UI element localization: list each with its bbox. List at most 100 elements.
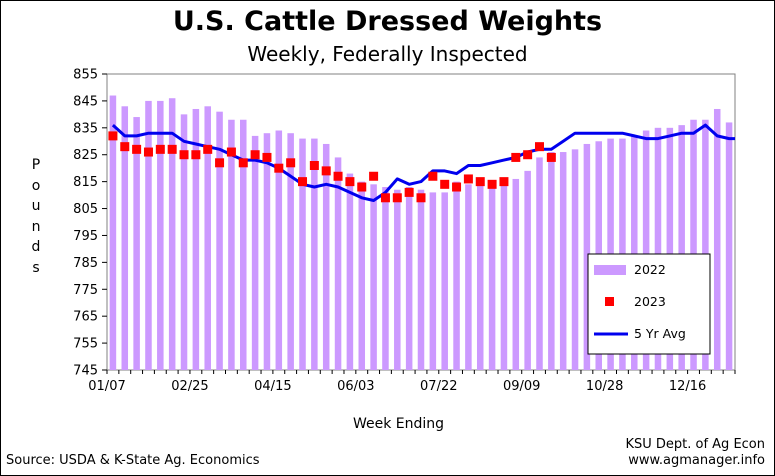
marker-2023 [262,152,272,162]
bar-2022 [382,187,389,370]
bar-2022 [192,108,200,370]
x-tick-label: 01/07 [88,379,125,394]
line-5yr-avg [111,123,735,202]
bar-2022 [405,187,413,370]
bar-2022 [275,130,283,370]
bar-2022 [240,119,247,370]
y-tick-label: 845 [73,94,98,109]
y-tick-label: 825 [73,148,98,163]
marker-2023 [452,182,462,192]
marker-2023 [369,171,379,181]
x-tick-label: 12/16 [669,379,706,394]
marker-2023 [215,158,225,168]
bar-2022 [690,119,697,370]
marker-2023 [534,142,544,152]
bar-2022 [370,184,377,370]
source-note: Source: USDA & K-State Ag. Economics [6,453,260,468]
x-tick-label: 09/09 [503,379,540,394]
bar-2022 [571,149,579,370]
bar-2022 [678,125,685,370]
bar-2022 [311,138,318,370]
bar-2022 [559,152,567,370]
bar-2022 [394,189,401,370]
bar-2022 [121,106,129,370]
y-axis-label-letter: P [31,157,41,173]
marker-2023 [132,144,142,154]
bar-2022 [216,111,223,370]
bar-2022 [666,127,674,370]
bar-2022 [536,157,543,370]
y-axis-label-letter: o [31,177,41,194]
bar-2022 [441,192,448,370]
legend-swatch-2023 [605,297,614,306]
y-tick-label: 855 [73,68,98,83]
y-tick-label: 755 [73,337,98,352]
chart-subtitle: Weekly, Federally Inspected [247,42,528,66]
bar-2022 [429,192,437,370]
bar-2022 [548,152,555,370]
x-tick-label: 02/25 [171,379,208,394]
bar-2022 [204,106,211,370]
marker-2023 [333,171,343,181]
marker-2023 [487,179,497,189]
marker-2023 [428,171,438,181]
x-tick-label: 04/15 [254,379,291,394]
y-tick-label: 785 [73,256,98,271]
marker-2023 [440,179,450,189]
marker-2023 [226,147,236,157]
marker-2023 [143,147,153,157]
bar-2022 [500,181,508,370]
marker-2023 [404,187,414,197]
x-tick-label: 10/28 [586,379,623,394]
y-axis-label-letter: d [31,239,41,255]
marker-2023 [546,152,556,162]
bar-2022 [725,122,733,370]
y-tick-label: 745 [73,364,98,379]
bar-2022 [761,139,768,370]
marker-2023 [155,144,165,154]
marker-2023 [523,150,533,160]
marker-2023 [238,158,248,168]
legend-label-2023: 2023 [634,294,666,309]
legend: 2022 2023 5 Yr Avg [587,253,711,355]
marker-2023 [120,142,130,152]
bar-2022 [358,181,366,370]
bar-2022 [702,119,709,370]
marker-2023 [463,174,473,184]
marker-2023 [357,182,367,192]
marker-2023 [321,166,331,176]
bar-2022 [168,98,176,370]
legend-label-5yr: 5 Yr Avg [634,326,686,341]
marker-2023 [191,150,201,160]
bar-2022 [750,136,757,370]
bar-2022 [654,127,662,370]
marker-2023 [167,144,177,154]
bar-2022 [476,184,484,370]
bar-2022 [287,133,294,370]
marker-2023 [286,158,296,168]
bar-2022 [583,143,591,370]
bar-2022 [346,173,354,370]
credit-website: www.agmanager.info [628,453,765,468]
bar-2022 [738,120,745,370]
bar-2022 [465,184,472,370]
marker-2023 [274,163,284,173]
marker-2023 [380,193,390,203]
bar-2022 [228,119,235,370]
y-tick-label: 795 [73,229,98,244]
bar-2022 [180,114,188,370]
marker-2023 [309,160,319,170]
bar-2022 [109,95,117,370]
bar-2022 [299,138,306,370]
y-tick-label: 765 [73,310,98,325]
bar-2022 [334,157,342,370]
x-tick-label: 07/22 [420,379,457,394]
marker-2023 [475,177,485,187]
y-axis-label-letter: s [32,259,40,276]
credit-department: KSU Dept. of Ag Econ [625,437,765,452]
bar-2022 [488,181,496,370]
marker-2023 [108,131,118,141]
bar-2022 [251,135,259,370]
x-axis-label: Week Ending [353,416,445,432]
